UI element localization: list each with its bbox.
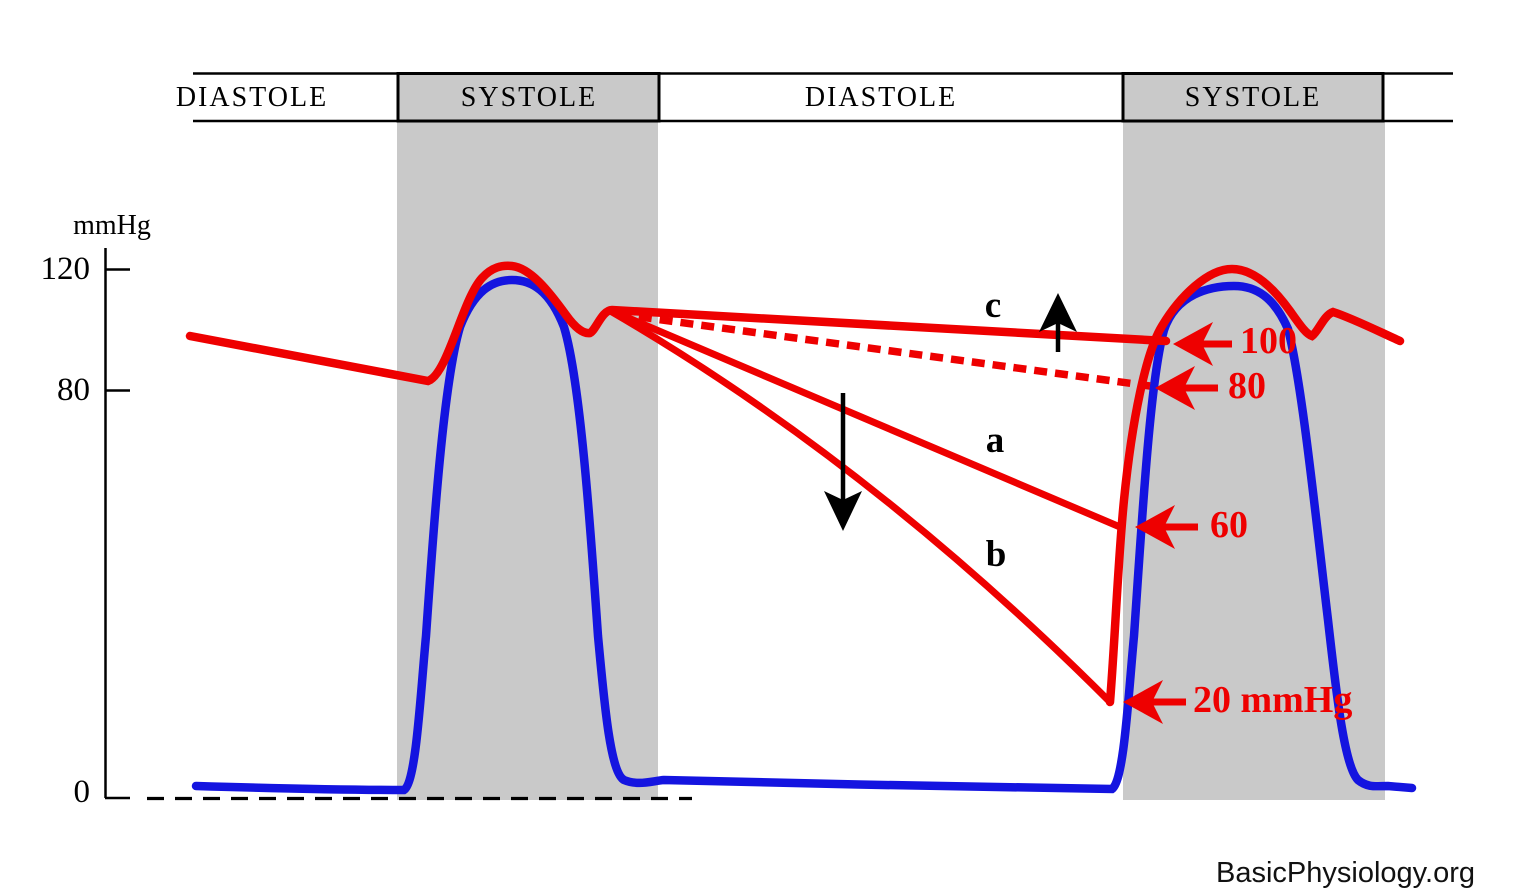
callout-arrow-60: [1135, 505, 1198, 549]
pressure-callout-60: 60: [1210, 504, 1248, 546]
callout-arrow-80: [1155, 366, 1218, 410]
curve-letter-c: c: [984, 285, 1002, 326]
phase-cell-systole-1: SYSTOLE: [460, 82, 598, 113]
callout-arrow-100: [1173, 322, 1232, 366]
arterial-pressure-curve-beat1: [185, 261, 1171, 386]
pressure-callout-80: 80: [1228, 365, 1266, 407]
y-axis-label-80: 80: [57, 372, 90, 408]
down-arrow: [824, 393, 862, 531]
systole-box-2: [1121, 72, 1385, 123]
decay-line-a: [608, 307, 1124, 531]
arterial-pressure-curve-beat2: [1105, 264, 1405, 707]
phase-cell-diastole-1: DIASTOLE: [175, 82, 329, 113]
source-watermark: BasicPhysiology.org: [1216, 857, 1475, 889]
decay-line-dashed-normal: [617, 310, 1151, 390]
decay-line-b: [608, 308, 1114, 706]
systole-shade-column-2: [1123, 121, 1385, 800]
up-arrow: [1039, 293, 1077, 352]
phase-cell-systole-2: SYSTOLE: [1184, 82, 1322, 113]
callout-arrow-20: [1123, 680, 1186, 724]
y-axis-unit-label: mmHg: [73, 210, 151, 241]
curve-letter-a: a: [985, 420, 1005, 461]
pressure-callout-100: 100: [1240, 320, 1297, 362]
ventricular-pressure-curve: [191, 275, 1417, 795]
phase-cell-diastole-2: DIASTOLE: [804, 82, 958, 113]
y-axis-label-120: 120: [40, 251, 91, 287]
curve-letter-b: b: [985, 534, 1007, 575]
y-axis-label-0: 0: [73, 774, 91, 810]
systole-box-1: [396, 72, 661, 123]
pressure-callout-20mmHg: 20 mmHg: [1193, 679, 1353, 721]
